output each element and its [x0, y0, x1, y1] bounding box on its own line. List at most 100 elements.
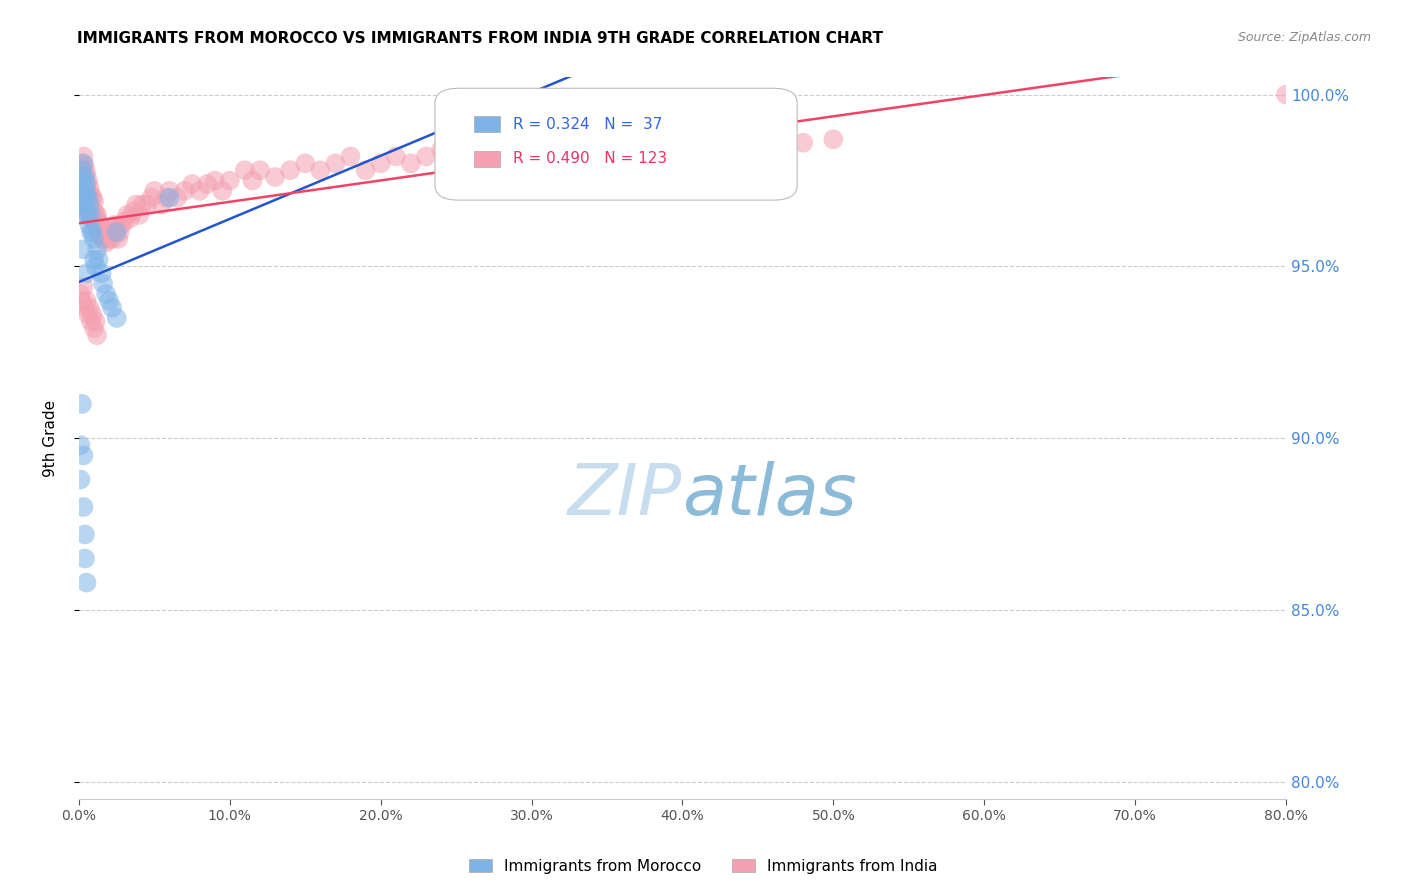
Text: atlas: atlas: [682, 461, 858, 531]
Point: [80, 314, 103, 328]
Point: [82, 204, 104, 219]
Point: [98, 293, 121, 308]
Point: [79, 301, 101, 315]
Point: [671, 139, 693, 153]
Point: [107, 232, 129, 246]
Point: [76, 187, 98, 202]
Point: [69, 197, 91, 211]
Point: [159, 184, 181, 198]
Point: [76, 575, 98, 590]
Text: R = 0.324   N =  37: R = 0.324 N = 37: [513, 117, 662, 132]
Point: [73, 187, 96, 202]
Point: [491, 143, 513, 157]
Point: [76, 204, 98, 219]
Point: [122, 204, 145, 219]
Point: [84, 218, 107, 232]
Point: [211, 184, 233, 198]
Point: [86, 328, 108, 343]
Point: [505, 139, 527, 153]
Point: [80, 225, 103, 239]
Point: [90, 218, 112, 232]
Point: [354, 163, 377, 178]
Point: [72, 500, 94, 514]
Point: [73, 197, 96, 211]
Point: [181, 177, 204, 191]
Point: [84, 208, 107, 222]
Point: [79, 197, 101, 211]
Point: [79, 180, 101, 194]
Point: [79, 191, 101, 205]
Point: [325, 156, 347, 170]
Text: IMMIGRANTS FROM MOROCCO VS IMMIGRANTS FROM INDIA 9TH GRADE CORRELATION CHART: IMMIGRANTS FROM MOROCCO VS IMMIGRANTS FR…: [77, 31, 883, 46]
Point: [370, 156, 392, 170]
Point: [188, 184, 211, 198]
Point: [87, 225, 110, 239]
Bar: [474, 117, 501, 132]
Point: [83, 204, 105, 219]
Point: [610, 143, 633, 157]
Point: [73, 173, 96, 187]
Point: [83, 215, 105, 229]
Point: [73, 170, 96, 185]
Point: [460, 143, 482, 157]
Point: [72, 449, 94, 463]
Point: [415, 149, 437, 163]
Point: [475, 149, 498, 163]
Point: [166, 191, 188, 205]
Point: [90, 266, 112, 280]
Point: [581, 143, 603, 157]
Point: [141, 191, 163, 205]
Text: ZIP: ZIP: [568, 461, 682, 531]
Point: [430, 143, 453, 157]
Point: [83, 232, 105, 246]
Point: [76, 177, 98, 191]
Point: [73, 301, 96, 315]
Point: [76, 177, 98, 191]
Point: [108, 225, 131, 239]
Point: [73, 527, 96, 541]
Point: [264, 170, 287, 185]
Point: [100, 225, 122, 239]
Point: [731, 139, 754, 153]
Point: [72, 280, 94, 294]
Point: [77, 191, 100, 205]
Point: [460, 122, 482, 136]
Point: [77, 208, 100, 222]
Point: [792, 136, 814, 150]
Point: [70, 191, 93, 205]
Point: [823, 132, 845, 146]
Point: [69, 473, 91, 487]
Point: [70, 173, 93, 187]
Point: [86, 208, 108, 222]
Point: [77, 173, 100, 187]
Point: [155, 191, 177, 205]
Point: [72, 149, 94, 163]
Point: [195, 177, 218, 191]
Point: [1275, 87, 1298, 102]
Point: [565, 149, 588, 163]
Text: R = 0.490   N = 123: R = 0.490 N = 123: [513, 152, 668, 167]
Point: [87, 215, 110, 229]
Point: [115, 208, 138, 222]
Point: [233, 163, 256, 178]
Point: [112, 215, 135, 229]
Point: [83, 252, 105, 267]
Point: [105, 218, 128, 232]
Point: [77, 197, 100, 211]
Point: [89, 218, 111, 232]
Point: [76, 293, 98, 308]
Point: [94, 225, 117, 239]
Point: [536, 143, 558, 157]
Point: [72, 242, 94, 256]
Point: [520, 149, 543, 163]
Point: [551, 139, 574, 153]
Point: [70, 156, 93, 170]
Point: [73, 551, 96, 566]
Point: [90, 228, 112, 243]
Point: [128, 208, 150, 222]
Point: [76, 266, 98, 280]
Point: [73, 160, 96, 174]
Point: [72, 173, 94, 187]
Point: [70, 163, 93, 178]
Point: [385, 149, 408, 163]
